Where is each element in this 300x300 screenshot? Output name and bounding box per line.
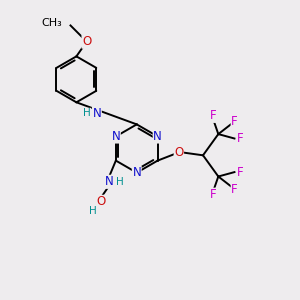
Text: O: O	[82, 35, 91, 48]
Text: H: H	[83, 108, 91, 118]
Text: F: F	[210, 109, 216, 122]
Text: F: F	[236, 166, 243, 178]
Text: F: F	[231, 183, 238, 196]
Text: N: N	[92, 107, 101, 120]
Text: O: O	[174, 146, 184, 159]
Text: N: N	[112, 130, 120, 143]
Text: CH₃: CH₃	[41, 18, 62, 28]
Text: N: N	[132, 166, 141, 179]
Text: N: N	[153, 130, 162, 143]
Text: F: F	[210, 188, 216, 201]
Text: O: O	[96, 195, 105, 208]
Text: N: N	[105, 175, 114, 188]
Text: H: H	[89, 206, 97, 216]
Text: H: H	[116, 177, 124, 187]
Text: F: F	[231, 115, 238, 128]
Text: F: F	[236, 132, 243, 145]
